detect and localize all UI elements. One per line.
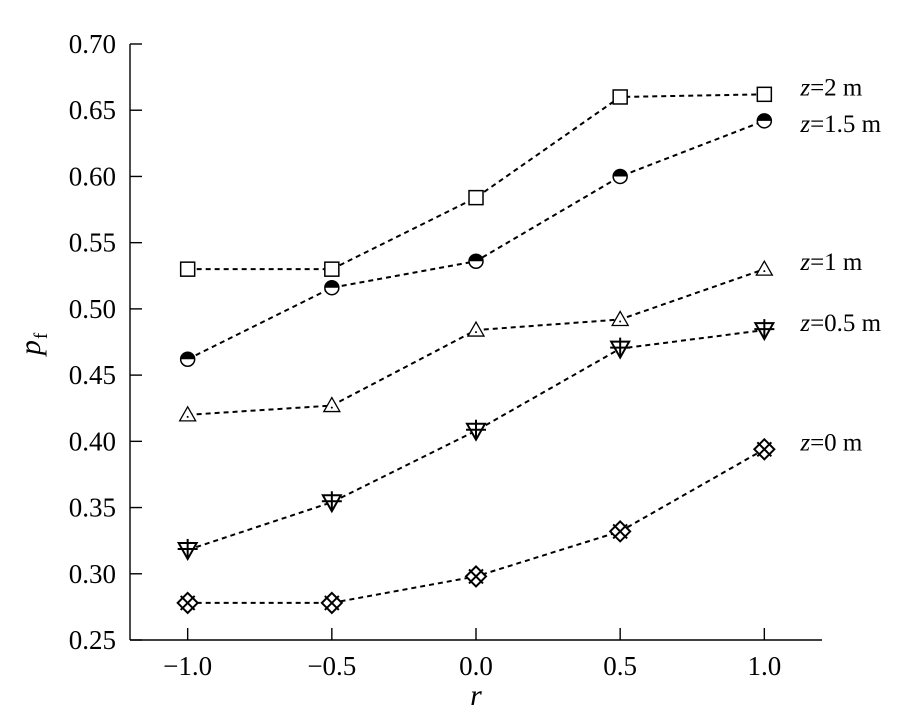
marker-triangle-dot (619, 320, 622, 323)
y-tick-label: 0.60 (69, 161, 116, 191)
series-markers (176, 86, 776, 615)
y-tick-label: 0.65 (69, 95, 116, 125)
axes: 0.25 0.30 0.35 0.40 0.45 0.50 0.55 0.60 0.65 0.70… (69, 29, 822, 681)
data-point (320, 591, 344, 615)
data-point (755, 259, 774, 276)
y-tick-label: 0.45 (69, 360, 116, 390)
x-tick-label: 0.0 (459, 651, 493, 681)
marker-triangle-dot (186, 415, 189, 418)
marker-triangle-dot (475, 331, 477, 334)
data-point (178, 405, 197, 422)
series-label-rest: =0 m (810, 429, 863, 456)
marker-circle-fill (757, 113, 772, 121)
y-tick-label: 0.25 (69, 625, 116, 655)
series-label: z=2 m (799, 74, 863, 101)
data-point (752, 437, 776, 461)
marker-triangle (755, 259, 774, 276)
y-axis-label: pf (14, 332, 52, 357)
x-tick-label: 0.5 (603, 651, 637, 681)
data-point (753, 319, 776, 342)
data-point (612, 89, 628, 105)
series-label-var: z (799, 310, 810, 337)
series-lines (187, 93, 765, 604)
marker-x-b (324, 595, 340, 611)
x-axis-label: r (470, 679, 482, 712)
y-tick-label: 0.50 (69, 294, 116, 324)
data-point (612, 168, 628, 185)
series-label-rest: =2 m (810, 74, 863, 101)
y-tick-label: 0.40 (69, 426, 116, 456)
x-tick-label: −0.5 (307, 651, 356, 681)
marker-triangle (611, 310, 630, 327)
marker-triangle-dot (330, 406, 333, 409)
marker-square (468, 189, 484, 206)
y-axis-label-subscript: f (31, 332, 52, 339)
data-point (176, 591, 200, 615)
series-label-rest: =1 m (810, 249, 863, 276)
data-point (609, 337, 631, 360)
series-labels: z=2 mz=1.5 mz=1 mz=0.5 mz=0 m (799, 74, 881, 456)
data-point (464, 565, 488, 588)
series-line (187, 329, 765, 551)
series-label: z=1 m (799, 249, 863, 276)
data-point (324, 261, 340, 277)
series-label: z=0.5 m (799, 310, 881, 337)
marker-square (612, 89, 628, 105)
series-label-var: z (799, 429, 810, 456)
data-point (176, 538, 199, 561)
data-point (608, 519, 632, 543)
marker-square (179, 261, 196, 277)
data-point (466, 320, 486, 337)
x-tick-label: 1.0 (747, 651, 781, 681)
marker-square (324, 261, 340, 277)
y-axis-label-main: p (14, 340, 47, 357)
marker-square (756, 86, 773, 103)
series-line (187, 93, 765, 271)
y-tick-label: 0.55 (69, 228, 116, 258)
data-point (611, 310, 630, 327)
data-point (324, 279, 340, 296)
data-point (468, 253, 484, 269)
marker-x-b (612, 523, 628, 540)
data-point (179, 261, 196, 277)
data-point (179, 351, 196, 367)
data-point (321, 491, 343, 514)
marker-circle-fill (180, 352, 195, 360)
marker-circle-fill (613, 169, 628, 177)
marker-triangle (466, 320, 486, 337)
series-label-rest: =1.5 m (810, 111, 882, 138)
y-tick-label: 0.70 (69, 29, 116, 59)
marker-circle-fill (324, 280, 339, 288)
series-line (187, 268, 765, 416)
series-label-var: z (799, 74, 810, 101)
series-label-var: z (799, 111, 810, 138)
data-point (756, 113, 773, 129)
series-label-rest: =0.5 m (810, 310, 882, 337)
series-label-var: z (799, 249, 810, 276)
data-point (465, 419, 487, 442)
series-label: z=0 m (799, 429, 863, 456)
data-point (322, 396, 341, 413)
x-tick-label: −1.0 (163, 651, 212, 681)
y-tick-label: 0.35 (69, 493, 116, 523)
data-point (756, 86, 773, 103)
marker-x-b (179, 595, 196, 611)
marker-circle-fill (469, 254, 483, 262)
marker-triangle (178, 405, 197, 422)
y-tick-label: 0.30 (69, 559, 116, 589)
marker-x-b (468, 568, 484, 585)
marker-triangle (322, 396, 341, 413)
data-point (468, 189, 484, 206)
marker-x-b (756, 441, 773, 457)
series-label: z=1.5 m (799, 111, 881, 138)
marker-triangle-dot (763, 270, 766, 273)
